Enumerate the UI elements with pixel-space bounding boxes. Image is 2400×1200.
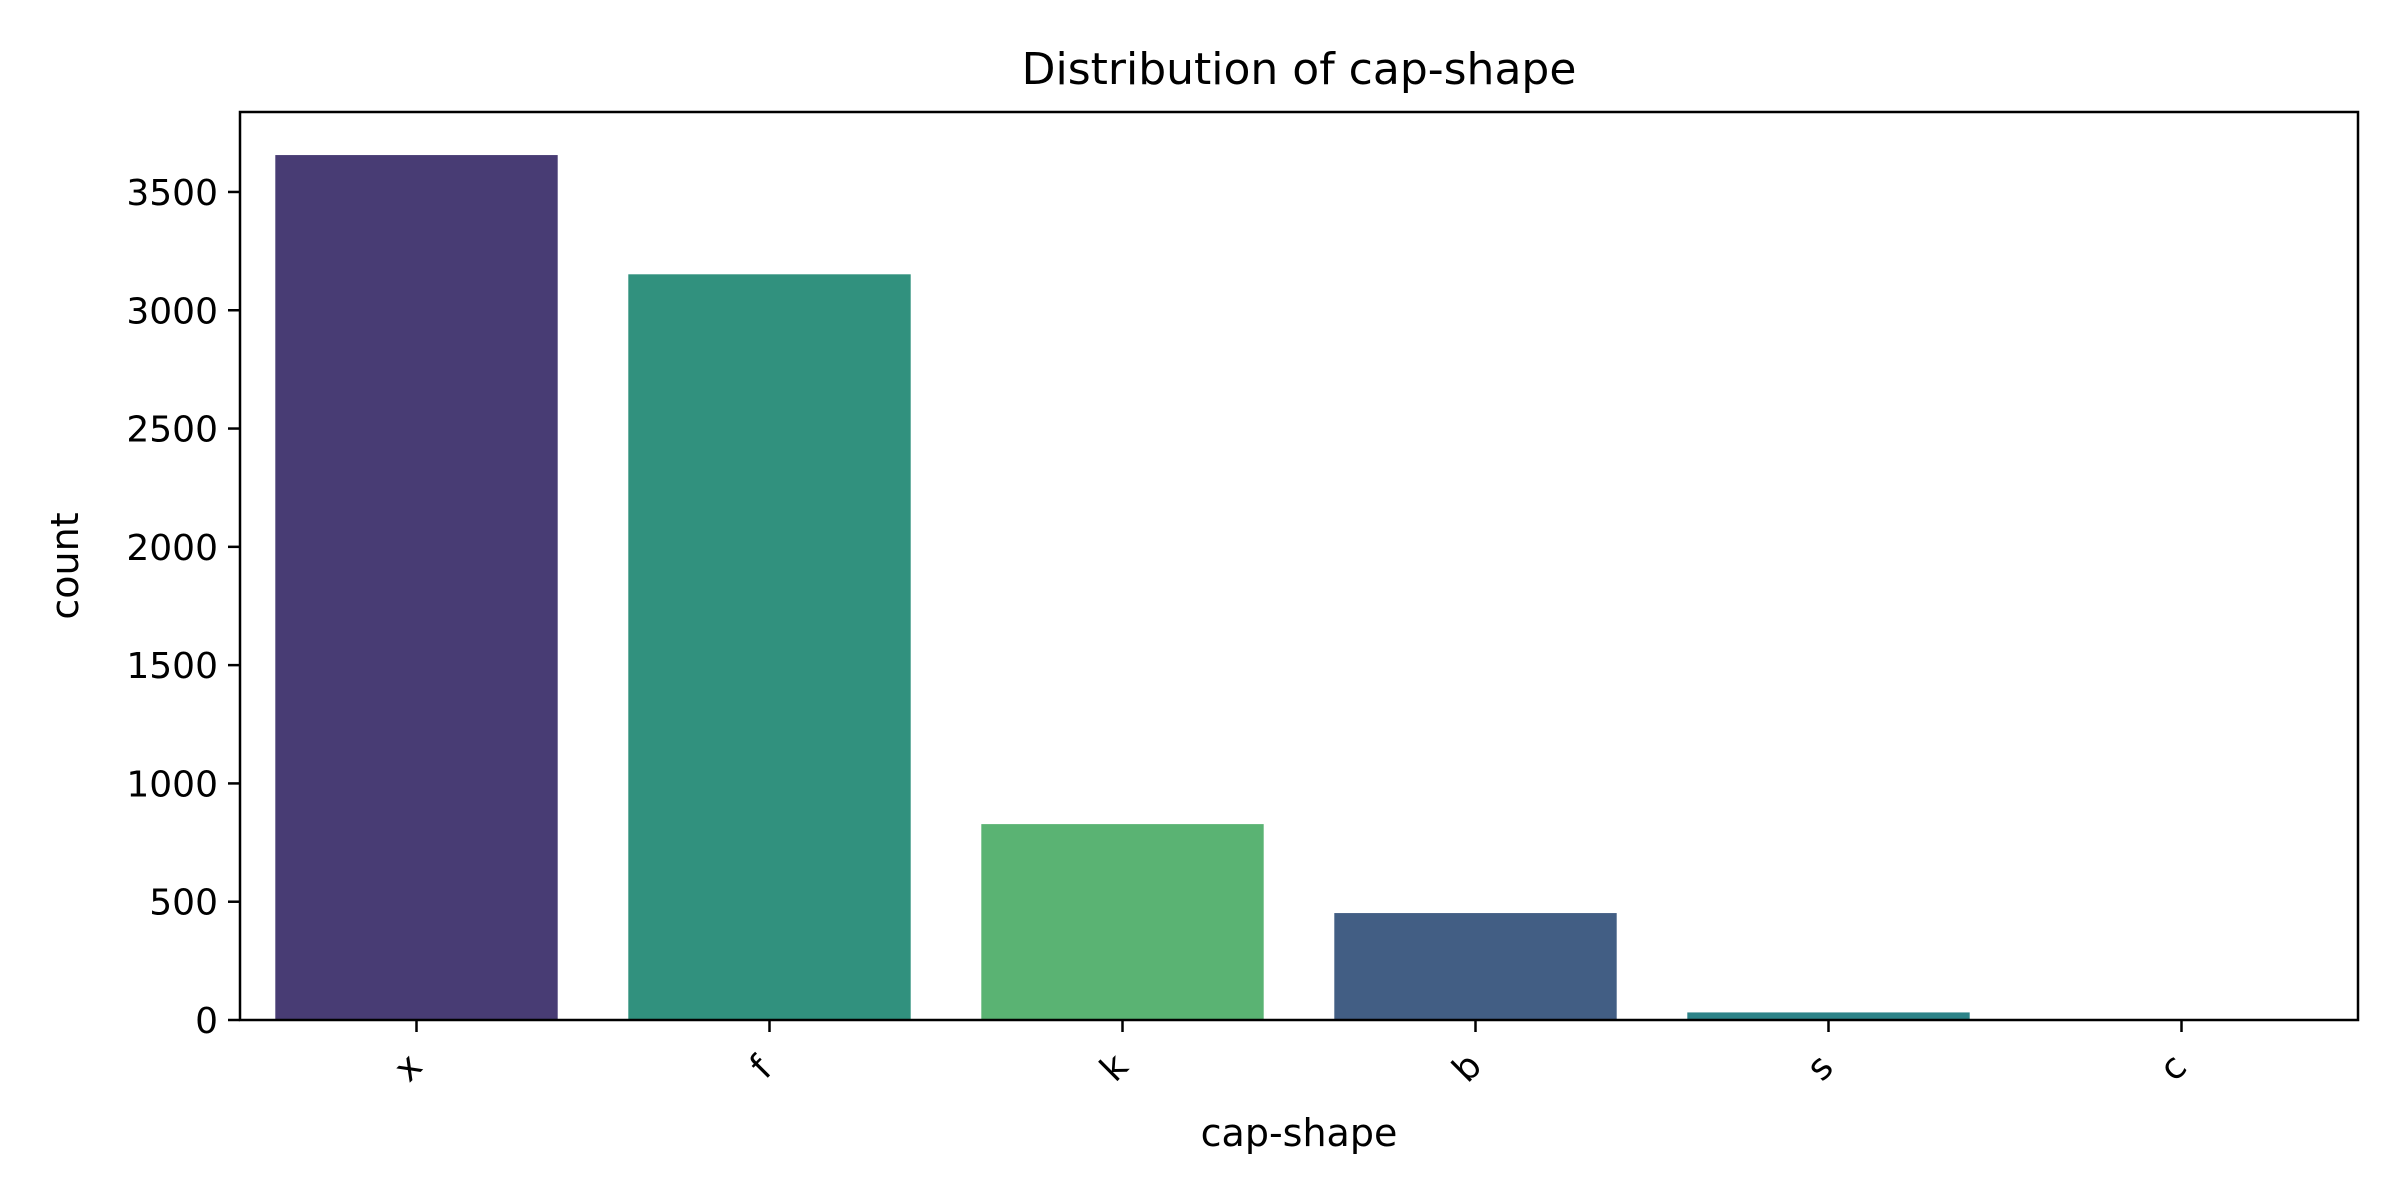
x-tick-label: c bbox=[2152, 1046, 2195, 1089]
bar-x bbox=[275, 155, 558, 1020]
y-tick-label: 1500 bbox=[126, 646, 218, 687]
y-tick-label: 3500 bbox=[126, 173, 218, 214]
y-tick-label: 500 bbox=[149, 883, 218, 924]
chart-title: Distribution of cap-shape bbox=[1022, 44, 1577, 95]
y-tick-label: 2000 bbox=[126, 528, 218, 569]
x-tick-label: s bbox=[1799, 1047, 1841, 1089]
y-tick-label: 2500 bbox=[126, 410, 218, 451]
plot-frame bbox=[238, 110, 2360, 1022]
x-tick-label: k bbox=[1092, 1046, 1136, 1090]
y-tick-label: 1000 bbox=[126, 764, 218, 805]
y-tick-label: 0 bbox=[195, 1001, 218, 1042]
x-axis-label: cap-shape bbox=[1201, 1111, 1398, 1155]
x-tick-label: f bbox=[742, 1048, 781, 1087]
x-tick-label: b bbox=[1445, 1045, 1490, 1090]
bars-group bbox=[275, 155, 2323, 1021]
y-axis-ticks: 0 500 1000 1500 2000 2500 3000 3500 bbox=[126, 173, 240, 1042]
bar-s bbox=[1687, 1012, 1970, 1020]
bar-f bbox=[628, 274, 911, 1021]
x-tick-label: x bbox=[386, 1046, 430, 1090]
bar-k bbox=[981, 824, 1264, 1020]
bar-b bbox=[1334, 913, 1617, 1020]
y-axis-label: count bbox=[43, 512, 87, 619]
y-tick-label: 3000 bbox=[126, 291, 218, 332]
